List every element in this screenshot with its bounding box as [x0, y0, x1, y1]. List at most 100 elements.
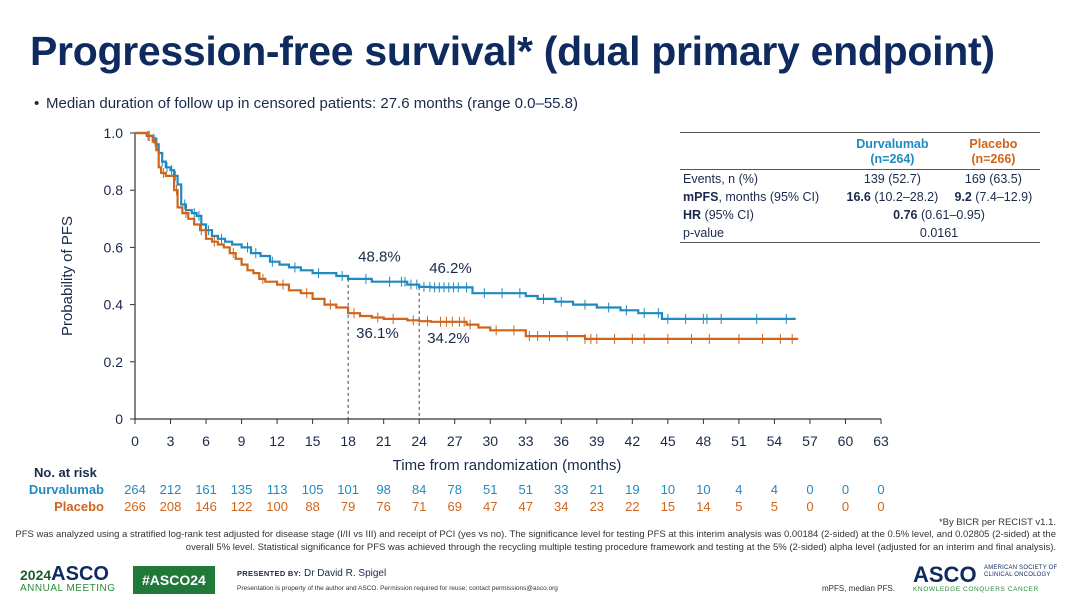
risk-cell: 84	[411, 482, 427, 497]
asco-tagline: KNOWLEDGE CONQUERS CANCER	[913, 586, 1039, 593]
stats-corner	[680, 132, 839, 170]
hr-label: HR (95% CI)	[680, 206, 838, 224]
x-tick-label: 48	[696, 433, 712, 449]
hr-value-bold: 0.76	[893, 208, 918, 222]
mpfs-label-rest: , months (95% CI)	[718, 190, 820, 204]
methods-footnote: PFS was analyzed using a stratified log-…	[15, 529, 1056, 553]
pvalue-row: p-value 0.0161	[680, 224, 1040, 243]
society-line-1: AMERICAN SOCIETY OF	[984, 565, 1058, 571]
risk-cell: 19	[625, 482, 640, 497]
x-tick-label: 24	[411, 433, 427, 449]
x-tick-label: 63	[873, 433, 889, 449]
slide-title: Progression-free survival* (dual primary…	[30, 28, 995, 74]
presented-by-label: PRESENTED BY:	[237, 569, 302, 578]
mpfs-label: mPFS, months (95% CI)	[680, 188, 838, 206]
mpfs-durvalumab-bold: 16.6	[846, 190, 871, 204]
mpfs-label-bold: mPFS	[683, 190, 719, 204]
hr-value-rest: (0.61–0.95)	[917, 208, 985, 222]
reference-lines	[347, 278, 420, 419]
hr-value: 0.76 (0.61–0.95)	[838, 206, 1040, 224]
presenter-line: PRESENTED BY: Dr David R. Spigel	[237, 568, 386, 579]
x-tick-label: 30	[482, 433, 498, 449]
risk-cell: 0	[877, 499, 885, 514]
y-tick-label: 0	[115, 411, 123, 427]
risk-cell: 88	[305, 499, 320, 514]
risk-cell: 0	[841, 499, 850, 514]
annotation-label: 36.1%	[356, 325, 399, 342]
risk-cell: 14	[696, 499, 711, 514]
events-label: Events, n (%)	[680, 169, 839, 188]
risk-cell: 100	[266, 499, 288, 514]
events-row: Events, n (%) 139 (52.7) 169 (63.5)	[680, 169, 1040, 188]
risk-cell: 4	[770, 482, 779, 497]
meeting-year: 2024	[20, 567, 52, 583]
risk-table-header: No. at risk	[34, 465, 97, 480]
y-tick-label: 1.0	[104, 125, 124, 141]
mpfs-placebo: 9.2 (7.4–12.9)	[947, 188, 1040, 206]
km-chart: 0 3 6 9 12 15 18 21 24 27 30 33 36 39 42 45 48 51 54 57 60 63…	[59, 125, 889, 474]
risk-cell: 10	[696, 482, 711, 497]
risk-row-label: Durvalumab	[28, 482, 104, 497]
risk-cell: 15	[660, 499, 676, 514]
risk-cell: 105	[301, 482, 324, 497]
risk-cell: 5	[735, 499, 743, 514]
meeting-asco: ASCO	[51, 563, 109, 585]
risk-cell: 98	[376, 482, 391, 497]
durvalumab-column-header: Durvalumab (n=264)	[838, 132, 947, 170]
mpfs-durvalumab-rest: (10.2–28.2)	[870, 190, 939, 204]
risk-cell: 76	[376, 499, 391, 514]
risk-cell: 264	[124, 482, 146, 497]
y-tick-label: 0.8	[104, 182, 124, 198]
series-line-placebo	[135, 131, 799, 340]
curve-annotations: 48.8% 46.2% 36.1% 34.2%	[356, 248, 472, 347]
y-tick-label: 0.2	[104, 354, 124, 370]
x-tick-label: 60	[838, 433, 854, 449]
bicr-footnote: *By BICR per RECIST v1.1.	[938, 517, 1056, 528]
risk-cell: 0	[877, 482, 885, 497]
risk-cell: 78	[447, 482, 462, 497]
society-line-2: CLINICAL ONCOLOGY	[984, 572, 1051, 578]
risk-cell: 266	[124, 499, 146, 514]
meeting-name: 2024ASCO	[20, 563, 116, 586]
mpfs-placebo-bold: 9.2	[954, 190, 972, 204]
x-axis-label: Time from randomization (months)	[393, 457, 622, 474]
annotation-label: 48.8%	[358, 248, 401, 265]
risk-cell: 122	[230, 499, 253, 514]
mpfs-durvalumab: 16.6 (10.2–28.2)	[838, 188, 947, 206]
risk-cell: 34	[554, 499, 569, 514]
durvalumab-col-n: (n=264)	[870, 152, 915, 166]
x-tick-label: 33	[518, 433, 534, 449]
follow-up-text: Median duration of follow up in censored…	[46, 95, 579, 112]
risk-cell: 135	[230, 482, 253, 497]
risk-cell: 0	[806, 482, 814, 497]
x-tick-label: 54	[767, 433, 783, 449]
follow-up-bullet: • Median duration of follow up in censore…	[34, 95, 578, 112]
hr-label-rest: (95% CI)	[701, 208, 754, 222]
placebo-col-n: (n=266)	[971, 152, 1016, 166]
asco-society-logo: ASCO AMERICAN SOCIETY OF CLINICAL ONCOLOG…	[913, 562, 1063, 593]
series-placebo	[135, 130, 799, 344]
risk-cell: 146	[195, 499, 217, 514]
x-tick-label: 36	[553, 433, 569, 449]
annual-meeting-logo: 2024ASCO ANNUAL MEETING	[20, 563, 116, 594]
x-tick-label: 39	[589, 433, 605, 449]
risk-cell: 22	[625, 499, 640, 514]
stats-header-row: Durvalumab (n=264) Placebo (n=266)	[680, 132, 1040, 170]
presenter-name: Dr David R. Spigel	[303, 568, 387, 579]
x-tick-label: 21	[376, 433, 392, 449]
annotation-label: 34.2%	[427, 330, 470, 347]
annotation-label: 46.2%	[429, 260, 472, 277]
asco-logo-wordmark: ASCO	[913, 562, 977, 587]
chart-axes: 0 3 6 9 12 15 18 21 24 27 30 33 36 39 42 45 48 51 54 57 60 63…	[104, 125, 889, 449]
risk-cell: 208	[159, 499, 182, 514]
risk-cell: 10	[660, 482, 676, 497]
risk-cell: 4	[735, 482, 743, 497]
risk-cell: 47	[518, 499, 533, 514]
risk-cell: 51	[483, 482, 498, 497]
mpfs-placebo-rest: (7.4–12.9)	[971, 190, 1033, 204]
property-note: Presentation is property of the author a…	[237, 585, 558, 592]
x-tick-label: 42	[625, 433, 641, 449]
placebo-col-name: Placebo	[969, 137, 1018, 151]
risk-cell: 33	[554, 482, 569, 497]
hr-row: HR (95% CI) 0.76 (0.61–0.95)	[680, 206, 1040, 224]
